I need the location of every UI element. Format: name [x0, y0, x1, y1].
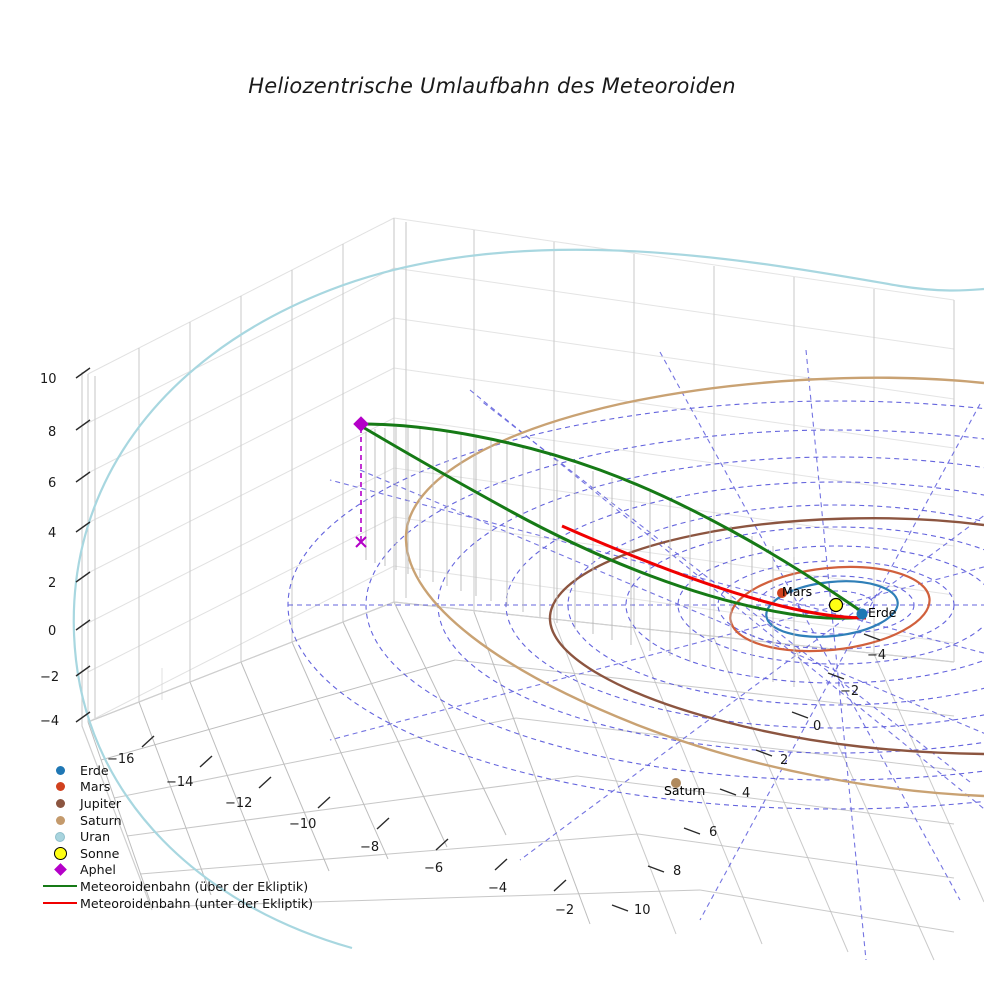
y-tick: 4 — [742, 786, 751, 801]
y-tick: 8 — [673, 864, 682, 879]
axis-ticks — [75, 367, 881, 912]
orbit-uran — [72, 248, 984, 950]
z-tick: 0 — [48, 624, 57, 639]
z-tick: 6 — [48, 476, 57, 491]
legend-label: Meteoroidenbahn (über der Ekliptik) — [80, 878, 309, 894]
legend-item-bahn-ueber[interactable]: Meteoroidenbahn (über der Ekliptik) — [40, 878, 340, 895]
y-tick: −2 — [840, 684, 860, 699]
x-tick: −16 — [107, 752, 135, 767]
trajectory-below-ecliptic — [561, 524, 867, 620]
legend-label: Uran — [80, 829, 111, 845]
red-line-icon — [40, 902, 80, 905]
x-tick: −6 — [424, 861, 444, 876]
legend-label: Erde — [80, 762, 109, 778]
uran-marker-icon — [40, 831, 80, 842]
trajectory-drop-lines — [365, 427, 795, 687]
mars-marker-icon — [40, 782, 80, 792]
saturn-marker-icon — [40, 815, 80, 825]
z-tick: 8 — [48, 425, 57, 440]
z-tick: −4 — [40, 714, 60, 729]
aphel-marker-icon — [40, 863, 80, 877]
z-tick: −2 — [40, 670, 60, 685]
legend-label: Sonne — [80, 845, 120, 861]
ecliptic-polar-grid — [287, 349, 984, 961]
orbit-erde — [765, 580, 899, 638]
z-tick: 10 — [40, 372, 57, 387]
z-tick: 2 — [48, 576, 57, 591]
back-wall-left — [87, 217, 395, 723]
legend-label: Mars — [80, 779, 111, 795]
legend-item-bahn-unter[interactable]: Meteoroidenbahn (unter der Ekliptik) — [40, 895, 340, 912]
x-tick: −8 — [360, 840, 380, 855]
legend-item-mars[interactable]: Mars — [40, 779, 340, 796]
mars-label: Mars — [782, 584, 813, 599]
back-wall-right — [393, 217, 955, 662]
orbit-jupiter — [548, 517, 984, 756]
y-tick: −4 — [867, 648, 887, 663]
sonne-marker-icon — [40, 846, 80, 860]
legend-label: Meteoroidenbahn (unter der Ekliptik) — [80, 895, 314, 911]
orbit-mars — [729, 565, 931, 653]
x-tick: −10 — [289, 817, 317, 832]
orbit-saturn — [404, 376, 984, 798]
legend: Erde Mars Jupiter Saturn Uran — [40, 762, 340, 911]
legend-item-erde[interactable]: Erde — [40, 762, 340, 779]
legend-item-jupiter[interactable]: Jupiter — [40, 795, 340, 812]
mars-marker — [777, 588, 787, 598]
legend-label: Saturn — [80, 812, 122, 828]
x-tick: −14 — [166, 775, 194, 790]
x-tick: −4 — [488, 881, 508, 896]
page-title: Heliozentrische Umlaufbahn des Meteoroid… — [248, 74, 736, 98]
legend-label: Jupiter — [80, 795, 122, 811]
saturn-marker — [671, 778, 681, 788]
x-tick: −12 — [225, 796, 253, 811]
legend-item-sonne[interactable]: Sonne — [40, 845, 340, 862]
saturn-label: Saturn — [664, 783, 706, 798]
legend-item-uran[interactable]: Uran — [40, 828, 340, 845]
sonne-marker — [828, 597, 844, 613]
erde-marker-icon — [40, 765, 80, 775]
y-tick: 6 — [709, 825, 718, 840]
erde-marker — [856, 608, 868, 620]
z-tick: 4 — [48, 526, 57, 541]
aphel-projection-x-marker — [355, 536, 367, 548]
trajectory-above-ecliptic-lower — [360, 424, 865, 620]
legend-item-saturn[interactable]: Saturn — [40, 812, 340, 829]
y-tick: 2 — [780, 753, 789, 768]
y-tick: 0 — [813, 719, 822, 734]
trajectory-above-ecliptic — [360, 422, 867, 617]
legend-item-aphel[interactable]: Aphel — [40, 862, 340, 879]
erde-label: Erde — [868, 605, 897, 620]
x-tick: −2 — [555, 903, 575, 918]
jupiter-marker-icon — [40, 798, 80, 808]
green-line-icon — [40, 885, 80, 888]
y-tick: 10 — [634, 903, 651, 918]
legend-label: Aphel — [80, 862, 116, 878]
